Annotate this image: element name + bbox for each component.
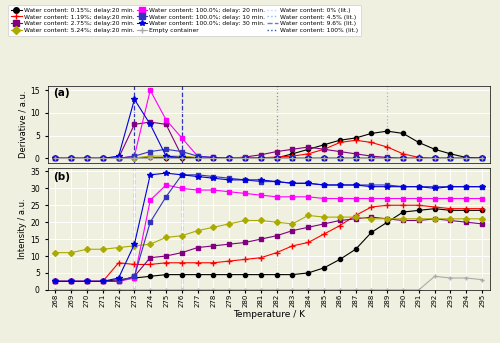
Text: (b): (b) bbox=[54, 172, 70, 182]
X-axis label: Temperature / K: Temperature / K bbox=[233, 310, 305, 319]
Text: (a): (a) bbox=[54, 88, 70, 98]
Legend: Water content: 0.15%; delay:20 min., Water content: 1.19%; delay:20 min., Water : Water content: 0.15%; delay:20 min., Wat… bbox=[8, 5, 361, 36]
Y-axis label: Intensity / a.u.: Intensity / a.u. bbox=[18, 199, 28, 259]
Y-axis label: Derivative / a.u.: Derivative / a.u. bbox=[18, 91, 28, 158]
